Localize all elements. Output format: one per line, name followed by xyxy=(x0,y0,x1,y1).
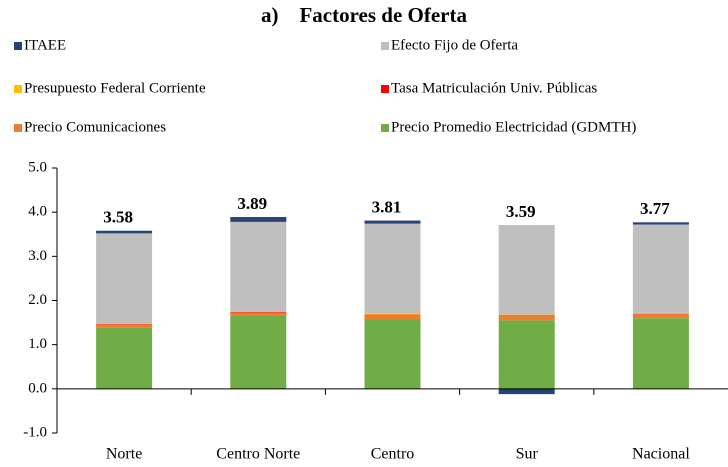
bar-segment xyxy=(230,312,287,316)
legend-swatch xyxy=(381,85,389,93)
bar-segment xyxy=(364,315,421,320)
legend-swatch xyxy=(381,42,389,50)
legend-label: ITAEE xyxy=(24,37,66,53)
bar-segment xyxy=(632,222,689,225)
legend-label: Precio Comunicaciones xyxy=(24,119,166,135)
bar-segment xyxy=(96,324,153,328)
x-tick-label: Centro Norte xyxy=(216,446,300,463)
bar-segment xyxy=(364,223,421,314)
legend-label: Tasa Matriculación Univ. Públicas xyxy=(391,80,597,96)
x-tick-label: Norte xyxy=(106,446,142,463)
y-tick-label: 1.0 xyxy=(28,336,47,352)
bar-segment xyxy=(96,230,153,234)
y-tick-label: 4.0 xyxy=(28,204,47,220)
bar-segment xyxy=(230,221,287,312)
y-tick-label: 0.0 xyxy=(28,380,47,396)
total-label: 3.77 xyxy=(640,199,670,218)
bar-segment xyxy=(230,315,287,389)
bar-segment xyxy=(364,319,421,389)
bar-segment xyxy=(96,233,153,324)
legend-label: Presupuesto Federal Corriente xyxy=(24,80,206,96)
x-tick-label: Sur xyxy=(516,446,539,463)
bar-segment xyxy=(96,323,153,324)
bar-segment xyxy=(498,388,555,395)
x-tick-label: Centro xyxy=(371,446,415,463)
bar-segment xyxy=(632,224,689,313)
bar-segment xyxy=(230,217,287,222)
y-tick-label: -1.0 xyxy=(23,424,47,440)
legend-label: Precio Promedio Electricidad (GDMTH) xyxy=(391,119,636,135)
legend-swatch xyxy=(381,124,389,132)
bar-segment xyxy=(498,224,555,315)
x-tick-label: Nacional xyxy=(632,446,690,463)
legend-swatch xyxy=(14,42,22,50)
total-label: 3.59 xyxy=(506,202,536,221)
y-tick-label: 2.0 xyxy=(28,292,47,308)
chart-title: a) Factores de Oferta xyxy=(261,3,468,27)
y-tick-label: 5.0 xyxy=(28,159,47,175)
legend-swatch xyxy=(14,85,22,93)
bar-segment xyxy=(632,318,689,389)
bar-segment xyxy=(498,314,555,316)
bar-segment xyxy=(230,311,287,312)
bar-segment xyxy=(96,327,153,389)
y-tick-label: 3.0 xyxy=(28,248,47,264)
bar-segment xyxy=(498,320,555,389)
bar-segment xyxy=(632,314,689,319)
legend-swatch xyxy=(14,124,22,132)
bar-segment xyxy=(364,220,421,224)
bar-segment xyxy=(632,312,689,314)
total-label: 3.89 xyxy=(237,194,267,213)
legend-label: Efecto Fijo de Oferta xyxy=(391,37,518,53)
bar-segment xyxy=(364,313,421,315)
bar-segment xyxy=(498,315,555,321)
total-label: 3.81 xyxy=(372,197,402,216)
total-label: 3.58 xyxy=(103,208,133,227)
